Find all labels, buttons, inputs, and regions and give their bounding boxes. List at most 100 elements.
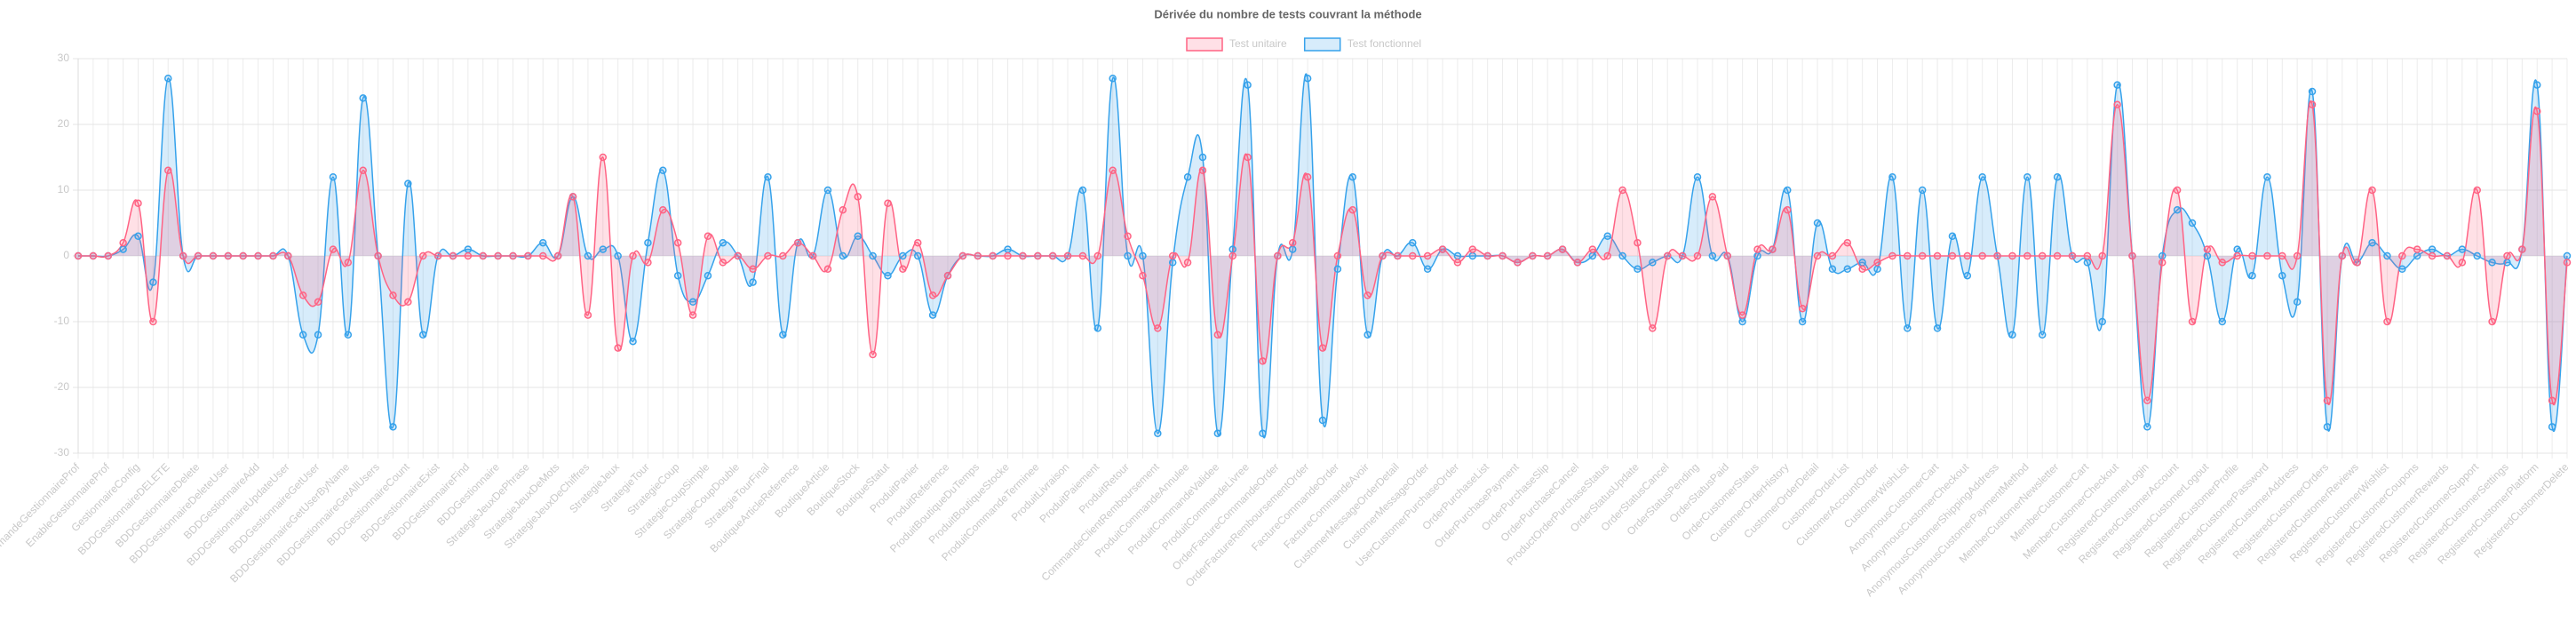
point — [374, 251, 382, 260]
series-area — [78, 100, 2567, 405]
point — [839, 205, 847, 214]
point — [1409, 251, 1417, 260]
point — [1093, 251, 1102, 260]
point — [1634, 265, 1642, 274]
point — [673, 238, 682, 247]
point — [1963, 251, 1972, 260]
point — [899, 251, 907, 260]
point — [808, 251, 817, 260]
point — [1753, 251, 1761, 260]
point — [1183, 259, 1192, 267]
point — [2143, 423, 2151, 431]
point — [1933, 251, 1942, 260]
point — [719, 238, 727, 247]
point — [2563, 259, 2572, 267]
point — [1093, 324, 1102, 332]
point — [1228, 245, 1236, 253]
point — [539, 238, 547, 247]
point — [314, 298, 322, 307]
point — [1168, 259, 1177, 267]
point — [2458, 245, 2467, 253]
point — [1678, 251, 1687, 260]
point — [974, 251, 982, 260]
point — [1078, 251, 1087, 260]
point — [2383, 317, 2391, 326]
point — [839, 251, 847, 260]
point — [1499, 251, 1507, 260]
point — [1019, 251, 1027, 260]
point — [2098, 251, 2106, 260]
point — [2248, 271, 2256, 280]
point — [1004, 245, 1012, 253]
point — [2053, 251, 2062, 260]
point — [1139, 271, 1147, 280]
point — [1693, 172, 1702, 181]
point — [433, 251, 442, 260]
point — [1198, 166, 1207, 175]
point — [1109, 74, 1117, 83]
point — [1109, 166, 1117, 175]
point — [2053, 172, 2062, 181]
legend-swatch — [1303, 37, 1341, 52]
point — [1603, 232, 1611, 241]
point — [644, 259, 652, 267]
point — [854, 193, 862, 201]
point — [884, 199, 892, 208]
point — [2159, 259, 2167, 267]
point — [298, 331, 307, 339]
point — [2308, 87, 2317, 96]
point — [1124, 232, 1132, 241]
point — [1663, 251, 1672, 260]
point — [1828, 251, 1837, 260]
point — [494, 251, 502, 260]
point — [943, 271, 952, 280]
point — [1048, 251, 1057, 260]
point — [239, 251, 247, 260]
point — [2188, 219, 2197, 227]
point — [2068, 251, 2077, 260]
point — [418, 251, 427, 260]
point — [1723, 251, 1731, 260]
point — [2203, 251, 2212, 260]
point — [553, 251, 562, 260]
point — [1259, 357, 1267, 365]
point — [1618, 186, 1626, 195]
point — [2038, 331, 2047, 339]
point — [539, 251, 547, 260]
point — [2128, 251, 2136, 260]
point — [2113, 100, 2121, 109]
point — [134, 232, 142, 241]
point — [314, 331, 322, 339]
point — [884, 271, 892, 280]
point — [914, 238, 922, 247]
point — [599, 153, 608, 162]
point — [404, 179, 412, 187]
point — [2532, 81, 2541, 89]
point — [2503, 251, 2511, 260]
point — [2218, 259, 2227, 267]
point — [1843, 265, 1852, 274]
point — [1198, 153, 1207, 162]
point — [1274, 251, 1282, 260]
point — [1888, 172, 1896, 181]
point — [2098, 317, 2106, 326]
legend-label: Test unitaire — [1229, 37, 1287, 50]
point — [1303, 74, 1312, 83]
point — [1588, 245, 1597, 253]
point — [2278, 271, 2286, 280]
point — [269, 251, 277, 260]
point — [1738, 317, 1746, 326]
point — [509, 251, 517, 260]
y-tick-label: 20 — [58, 117, 70, 130]
point — [793, 238, 802, 247]
point — [584, 311, 592, 319]
point — [2083, 251, 2092, 260]
point — [1798, 317, 1807, 326]
point — [1409, 238, 1417, 247]
point — [1963, 271, 1972, 280]
point — [719, 259, 727, 267]
point — [1168, 251, 1177, 260]
point — [1154, 324, 1162, 332]
point — [1813, 251, 1822, 260]
